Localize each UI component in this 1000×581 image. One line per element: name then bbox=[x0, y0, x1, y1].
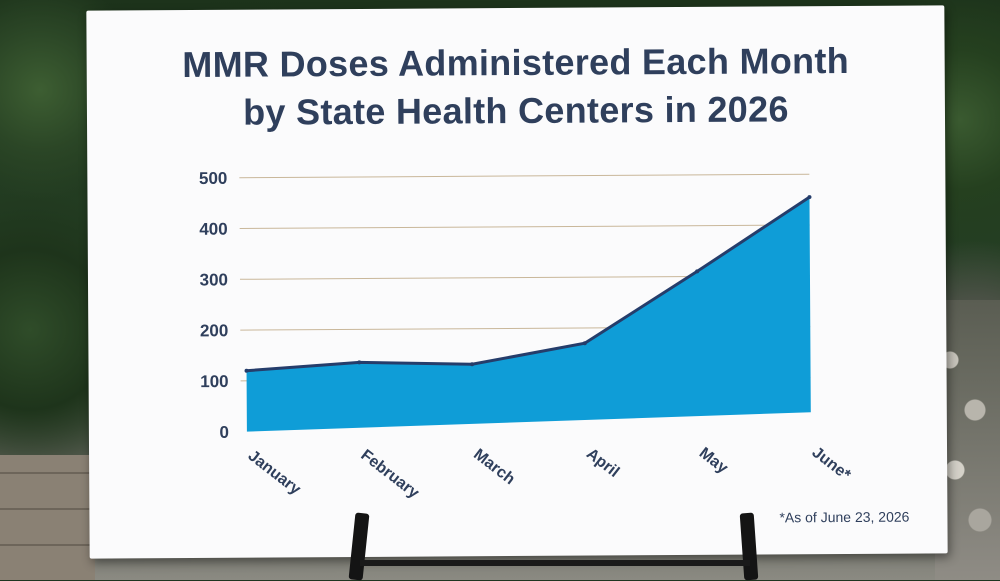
data-point bbox=[582, 341, 587, 346]
easel-crossbar bbox=[360, 560, 750, 566]
x-tick-label: March bbox=[470, 446, 518, 488]
y-tick-label: 500 bbox=[199, 169, 227, 188]
data-point bbox=[244, 368, 249, 373]
data-point bbox=[695, 269, 700, 274]
y-tick-label: 300 bbox=[200, 270, 228, 289]
poster-board: MMR Doses Administered Each Month by Sta… bbox=[86, 5, 948, 559]
data-point bbox=[807, 195, 812, 200]
area-series bbox=[246, 197, 811, 432]
data-point bbox=[357, 360, 362, 365]
data-point bbox=[470, 362, 475, 367]
x-axis-ticks: January February March April May June* bbox=[245, 444, 854, 502]
y-tick-label: 0 bbox=[219, 423, 229, 442]
y-tick-label: 400 bbox=[199, 220, 227, 239]
series-outline bbox=[246, 195, 811, 373]
footnote: *As of June 23, 2026 bbox=[779, 508, 910, 526]
y-tick-label: 200 bbox=[200, 321, 228, 340]
x-tick-label: June* bbox=[809, 444, 854, 485]
x-tick-label: April bbox=[583, 445, 622, 481]
y-axis-ticks: 500 400 300 200 100 0 bbox=[199, 169, 229, 442]
area-chart: 500 400 300 200 100 0 January February March Apr… bbox=[199, 169, 854, 502]
gridline bbox=[239, 173, 810, 179]
y-tick-label: 100 bbox=[200, 372, 228, 391]
x-tick-label: January bbox=[245, 447, 304, 498]
data-points bbox=[244, 195, 812, 373]
brick-pavement bbox=[0, 455, 95, 580]
x-tick-label: May bbox=[696, 445, 731, 478]
x-tick-label: February bbox=[357, 447, 422, 502]
gridline bbox=[239, 224, 810, 229]
